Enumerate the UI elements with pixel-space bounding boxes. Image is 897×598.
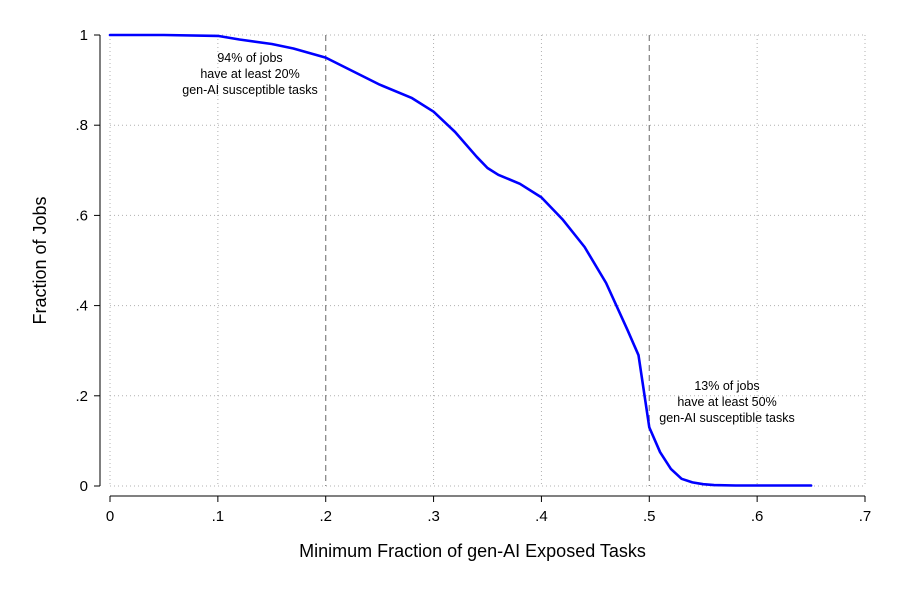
y-tick-label-5: 1 xyxy=(80,27,88,44)
x-tick-label-6: .6 xyxy=(751,508,764,525)
annotation-0: 94% of jobs have at least 20% gen-AI susce… xyxy=(182,51,318,97)
annotation-line: gen-AI susceptible tasks xyxy=(182,83,318,97)
x-tick-label-4: .4 xyxy=(535,508,548,525)
annotation-line: have at least 50% xyxy=(677,395,776,409)
annotation-line: gen-AI susceptible tasks xyxy=(659,411,795,425)
y-tick-label-3: .6 xyxy=(75,207,88,224)
y-tick-label-2: .4 xyxy=(75,298,88,315)
series xyxy=(108,33,813,487)
x-tick-label-2: .2 xyxy=(319,508,332,525)
x-tick-label-3: .3 xyxy=(427,508,440,525)
y-ticks: 0 .2 .4 .6 .8 1 xyxy=(75,27,100,495)
reference-lines xyxy=(325,35,650,486)
x-tick-label-5: .5 xyxy=(643,508,656,525)
series-line-0 xyxy=(108,33,813,487)
axes xyxy=(99,35,865,497)
y-tick-label-1: .2 xyxy=(75,388,88,405)
x-axis-title: Minimum Fraction of gen-AI Exposed Tasks xyxy=(299,541,646,561)
annotation-line: 94% of jobs xyxy=(217,51,282,65)
annotation-line: have at least 20% xyxy=(200,67,299,81)
y-tick-label-4: .8 xyxy=(75,117,88,134)
annotation-line: 13% of jobs xyxy=(694,379,759,393)
annotations: 94% of jobs have at least 20% gen-AI susce… xyxy=(182,51,795,425)
x-tick-label-7: .7 xyxy=(859,508,872,525)
x-tick-label-0: 0 xyxy=(106,508,114,525)
x-tick-label-1: .1 xyxy=(212,508,225,525)
y-axis-title: Fraction of Jobs xyxy=(30,196,50,324)
y-tick-label-0: 0 xyxy=(80,478,88,495)
x-ticks: 0 .1 .2 .3 .4 .5 .6 .7 xyxy=(106,496,871,525)
annotation-1: 13% of jobs have at least 50% gen-AI susce… xyxy=(659,379,795,425)
